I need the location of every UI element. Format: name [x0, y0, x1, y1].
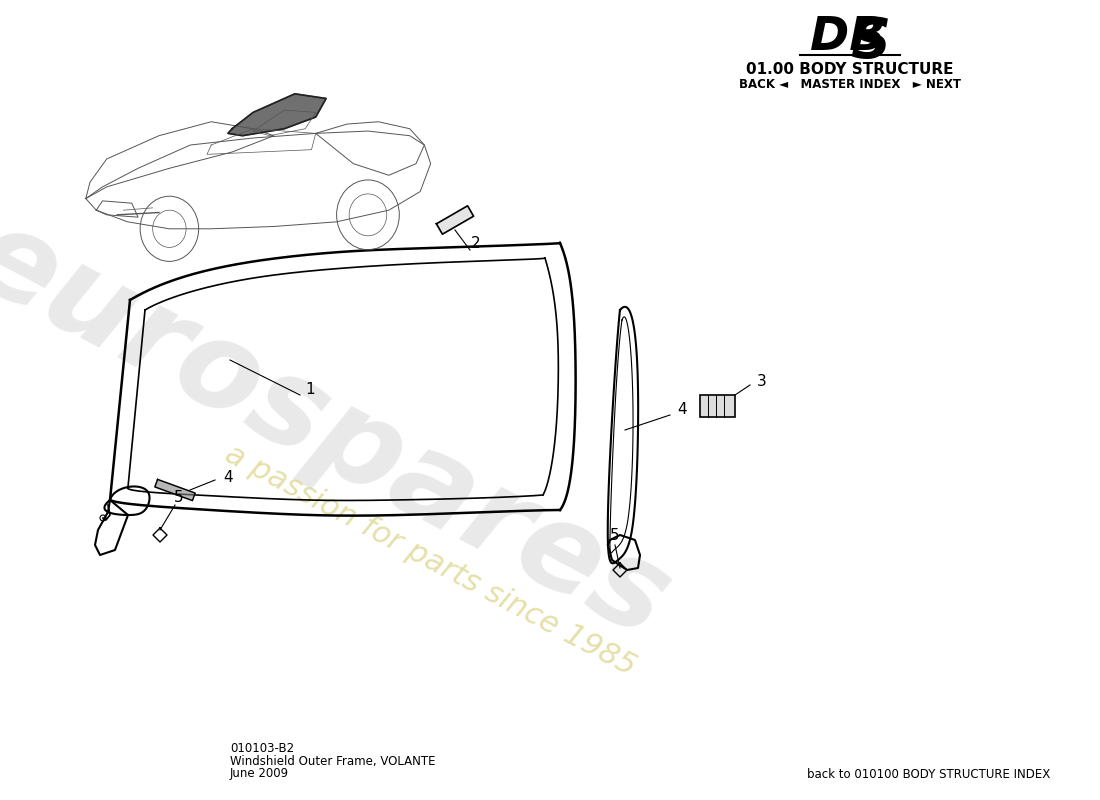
Text: 5: 5 — [610, 527, 619, 542]
Text: Windshield Outer Frame, VOLANTE: Windshield Outer Frame, VOLANTE — [230, 754, 436, 767]
Polygon shape — [228, 94, 326, 136]
Text: BACK ◄   MASTER INDEX   ► NEXT: BACK ◄ MASTER INDEX ► NEXT — [739, 78, 961, 91]
Text: June 2009: June 2009 — [230, 767, 289, 781]
Text: 4: 4 — [678, 402, 686, 418]
Text: eurospares: eurospares — [0, 197, 689, 663]
Text: 3: 3 — [757, 374, 767, 390]
Text: S: S — [850, 15, 890, 69]
Text: 2: 2 — [471, 237, 481, 251]
Bar — [700, 395, 735, 417]
Text: back to 010100 BODY STRUCTURE INDEX: back to 010100 BODY STRUCTURE INDEX — [806, 767, 1050, 781]
Text: 4: 4 — [223, 470, 233, 485]
Polygon shape — [155, 479, 195, 501]
Text: a passion for parts since 1985: a passion for parts since 1985 — [220, 439, 640, 681]
Text: 01.00 BODY STRUCTURE: 01.00 BODY STRUCTURE — [746, 62, 954, 78]
Text: 5: 5 — [174, 490, 184, 505]
Text: DB: DB — [810, 15, 886, 61]
Text: 010103-B2: 010103-B2 — [230, 742, 294, 754]
Polygon shape — [437, 206, 474, 234]
Text: 1: 1 — [305, 382, 315, 398]
